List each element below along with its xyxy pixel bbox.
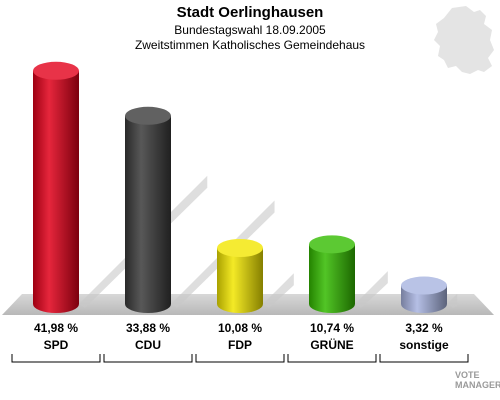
bar-top-spd [33,61,79,80]
bar-top-sonstige [401,276,447,295]
category-label-cdu: CDU [135,338,161,352]
logo-line-2: MANAGER [455,380,500,390]
category-label-fdp: FDP [228,338,252,352]
bar-cdu [125,115,171,314]
category-bracket-cdu [103,354,193,363]
bar-shadow-fdp [263,273,294,308]
bar-top-fdp [217,239,263,257]
bar-fdp [217,248,263,313]
chart-subtitle: Bundestagswahl 18.09.2005 [174,23,326,37]
bar-gruene [309,244,355,313]
logo-line-1: VOTE [455,370,480,380]
category-bracket-sonstige [379,354,469,363]
category-label-spd: SPD [43,338,69,352]
chart-subtitle-2: Zweitstimmen Katholisches Gemeindehaus [134,38,366,52]
value-label-spd: 41,98 % [33,321,79,335]
chart-title: Stadt Oerlinghausen [176,4,324,21]
value-label-sonstige: 3,32 % [405,321,443,335]
category-bracket-gruene [287,354,377,363]
bar-top-gruene [309,235,355,254]
germany-map-icon [434,6,494,74]
category-bracket-spd [11,354,101,363]
value-label-fdp: 10,08 % [217,321,263,335]
bar-shadow-gruene [355,271,388,308]
bar-top-cdu [125,106,171,125]
value-label-cdu: 33,88 % [125,321,171,335]
category-bracket-fdp [195,354,285,363]
bar-shadow-sonstige [447,293,458,308]
vote-manager-logo: VOTE MANAGER [455,370,500,390]
category-label-gruene: GRÜNE [310,338,354,352]
category-label-sonstige: sonstige [399,338,449,352]
value-label-gruene: 10,74 % [309,321,355,335]
bar-spd [33,70,79,314]
